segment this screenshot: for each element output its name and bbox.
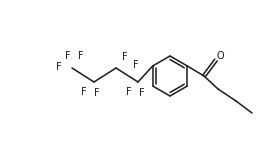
Text: F: F [56, 62, 62, 72]
Text: F: F [94, 88, 100, 98]
Text: F: F [126, 87, 132, 97]
Text: F: F [122, 52, 128, 62]
Text: F: F [65, 51, 71, 61]
Text: F: F [133, 60, 139, 70]
Text: F: F [81, 87, 87, 97]
Text: F: F [139, 88, 145, 98]
Text: F: F [78, 51, 84, 61]
Text: O: O [216, 51, 224, 61]
